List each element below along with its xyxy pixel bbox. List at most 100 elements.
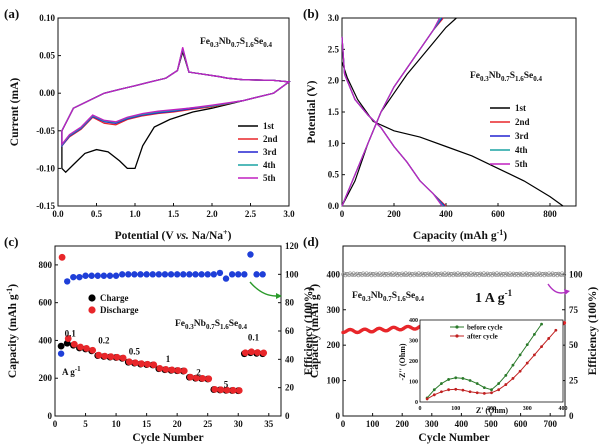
y-right-tick-label: 80 [285,298,295,308]
y-tick-label: 600 [39,298,53,308]
nyquist-point [525,343,529,346]
efficiency-point [180,271,187,278]
y-right-tick-label: 20 [285,383,295,393]
nyquist-point [540,322,543,326]
panel-b-ylabel: Potential (V) [306,80,318,143]
panel-d: (d) 0 100 200 300 400 500 600 70001002003004000… [303,234,599,444]
legend-label: 3rd [263,147,277,157]
y-tick-label: 200 [327,340,341,350]
x-tick-label: 800 [543,209,557,219]
inset-y-tick: 400 [409,318,418,324]
legend-label: 3rd [515,131,529,141]
x-tick-label: 700 [543,419,557,429]
y-right-tick-label: 100 [569,269,583,279]
legend-marker [88,306,96,314]
nyquist-point [504,383,508,386]
legend-label: 1st [263,121,274,131]
x-tick-label: 0.5 [91,209,103,219]
charge-curve-3rd [341,17,443,207]
nyquist-point [533,332,536,336]
panel-d-formula: Fe0.3Nb0.7S1.6Se0.4 [352,291,424,303]
panel-d-plot: 0 100 200 300 400 500 600 700010020030040002550… [327,269,584,429]
efficiency-point [106,272,114,279]
discharge-point [211,385,219,393]
x-tick-label: 500 [484,419,498,429]
panel-c-formula: Fe0.3Nb0.7S1.6Se0.4 [175,319,247,331]
y-tick-label: 400 [327,269,341,279]
efficiency-point [173,271,181,278]
discharge-point [199,375,206,382]
efficiency-point [396,272,401,276]
discharge-curve-3rd [341,36,446,207]
discharge-point [186,373,194,381]
nyquist-point [490,388,493,392]
x-tick-label: 300 [425,419,439,429]
efficiency-point [137,271,144,278]
efficiency-point [192,271,199,278]
x-tick-label: 5 [83,419,88,429]
efficiency-point [118,271,126,278]
y-tick-label: 2.0 [328,76,340,86]
efficiency-point [112,272,120,279]
inset-legend-marker [455,334,459,338]
discharge-point [248,348,255,356]
efficiency-point [57,350,65,357]
panel-d-rate-annotation: 1 A g-1 [475,288,513,306]
x-tick-label: 20 [173,419,183,429]
y-tick-label: 100 [327,376,341,386]
x-tick-label: 0 [340,209,345,219]
nyquist-point [432,388,436,392]
panel-c-plot: 0 5 10 15 20 25 30 3502004006008000204060801001… [39,241,300,429]
efficiency-point [64,278,71,285]
discharge-point [156,365,164,372]
y-tick-label: 1.5 [328,107,340,117]
y-right-tick-label: 60 [285,326,295,336]
y-tick-label: 0.00 [39,88,55,98]
nyquist-point [504,373,508,377]
discharge-point [260,349,268,357]
charge-curve-4th [341,17,442,207]
efficiency-point [88,272,95,279]
panel-b-xlabel: Capacity (mAh g-1) [413,228,507,242]
panel-c-label: (c) [4,234,18,249]
x-tick-label: 25 [203,419,213,429]
efficiency-point [235,271,242,278]
panel-b-label: (b) [303,6,319,21]
panel-a-formula: Fe0.3Nb0.7S1.6Se0.4 [200,37,272,49]
legend-label: Discharge [100,305,139,315]
y-tick-label: 400 [39,335,53,345]
x-tick-label: 100 [366,419,380,429]
panel-c: (c) 0 5 10 15 20 25 30 350200400600800020406080… [4,234,315,444]
y-right-tick-label: 0 [285,411,290,421]
nyquist-point [425,397,429,401]
legend-label: 5th [263,173,276,183]
x-tick-label: 35 [264,419,274,429]
discharge-point [174,367,182,374]
discharge-point [77,343,84,351]
efficiency-point [422,272,427,276]
legend-label: 1st [515,103,526,113]
legend-label: 5th [515,159,528,169]
y-tick-label: 0.5 [328,170,340,180]
y-tick-label: -0.10 [36,163,55,173]
efficiency-point [204,271,211,278]
efficiency-point [149,271,156,278]
y-tick-label: -0.15 [36,201,55,211]
efficiency-point [167,271,175,278]
legend-label: 4th [515,145,528,155]
inset-y-tick: 300 [409,339,418,345]
nyquist-point [440,382,443,385]
legend-label: 4th [263,160,276,170]
x-tick-label: 0 [341,419,346,429]
efficiency-point [475,272,479,276]
panel-a-label: (a) [4,6,19,21]
inset-y-tick: 200 [409,359,418,365]
efficiency-point [186,271,193,278]
y-tick-label: 1.0 [328,138,340,148]
nyquist-point [447,388,450,392]
x-tick-label: 200 [395,419,409,429]
inset-legend-label: before cycle [467,324,502,332]
discharge-point [217,386,225,394]
efficiency-arrowhead [276,293,282,299]
